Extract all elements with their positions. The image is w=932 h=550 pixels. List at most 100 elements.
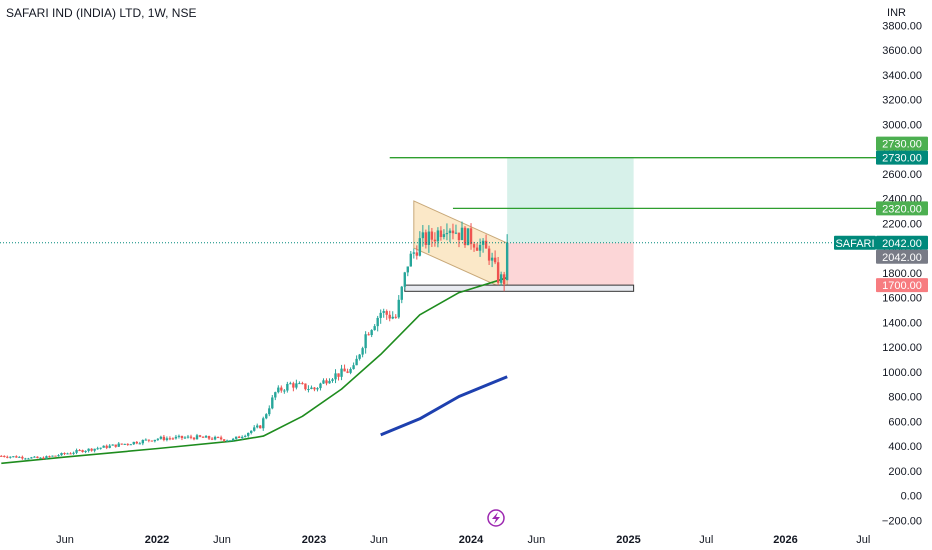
candle [343, 364, 346, 372]
candle-body [421, 232, 425, 239]
candle-body [72, 452, 75, 454]
candle-body [135, 441, 138, 444]
candle-body [240, 436, 244, 438]
candle [304, 383, 307, 391]
last-price-tag-box [876, 235, 928, 250]
candles [0, 221, 509, 460]
candle-body [75, 450, 78, 453]
candle [475, 243, 479, 251]
candle-body [174, 436, 178, 439]
candle-body [120, 443, 123, 445]
candle [57, 454, 60, 457]
candle [54, 455, 57, 457]
candle [388, 310, 391, 322]
y-tick-label: 800.00 [888, 392, 922, 404]
candle-body [319, 383, 322, 389]
candle-body [298, 383, 301, 385]
candle [228, 440, 232, 442]
candle-body [39, 457, 42, 459]
candle-body [403, 272, 406, 287]
candle [123, 443, 126, 445]
y-tick-label: 3000.00 [882, 119, 922, 131]
candle-body [271, 397, 274, 409]
candle-body [0, 455, 3, 457]
candle-body [78, 450, 81, 452]
candle-body [475, 247, 479, 251]
x-tick-label: Jul [699, 534, 713, 546]
candle-body [15, 456, 18, 458]
y-tick-label: 2200.00 [882, 218, 922, 230]
candle-body [222, 439, 226, 441]
candle-body [231, 438, 235, 441]
candle-body [108, 445, 111, 448]
candle [243, 434, 247, 438]
position-zones [507, 157, 634, 286]
candle [117, 442, 120, 448]
candle [295, 379, 298, 390]
candle-body [448, 230, 452, 233]
candle [478, 238, 482, 257]
x-tick-label: Jun [528, 534, 546, 546]
candle [379, 309, 382, 324]
candle [274, 391, 277, 401]
candle-body [328, 380, 331, 384]
candle-body [394, 316, 397, 318]
x-tick-label: 2024 [459, 534, 484, 546]
resistance-tag-box [876, 201, 928, 216]
candle [337, 373, 340, 381]
candle [286, 381, 289, 393]
candle [204, 434, 208, 438]
candle-body [340, 368, 343, 377]
replay-icon[interactable] [487, 509, 505, 527]
candle [93, 448, 96, 453]
candle [135, 440, 138, 445]
candle [186, 434, 190, 439]
candle-body [27, 458, 30, 460]
candle [367, 332, 370, 336]
price-axis: −200.00 0.00 200.00 400.00 600.00 800.00 1000.… [882, 20, 922, 527]
candle [451, 223, 455, 240]
candle-body [304, 383, 307, 390]
candle [397, 295, 400, 319]
candle [210, 437, 214, 441]
candle-body [499, 274, 503, 283]
candle [72, 451, 75, 455]
candle [111, 444, 114, 446]
candle [433, 232, 437, 247]
candle [364, 331, 367, 354]
candle [48, 455, 51, 458]
entry-tag: 2042.00 [876, 249, 928, 264]
candle [253, 425, 256, 432]
stop-zone [507, 242, 634, 286]
candle-body [247, 432, 250, 436]
candle-body [283, 390, 286, 392]
candle-body [325, 380, 328, 384]
candle-body [57, 455, 60, 457]
candle-body [48, 456, 51, 458]
candle-body [225, 440, 229, 442]
candle [156, 438, 160, 441]
candle [213, 435, 217, 441]
candle [96, 446, 99, 450]
candle-body [162, 436, 166, 440]
ma-green-line [1, 276, 508, 465]
candle [256, 423, 259, 429]
candle [60, 452, 63, 456]
candle [81, 449, 84, 453]
candle [165, 436, 169, 442]
candle [147, 439, 151, 443]
candle-body [259, 425, 262, 429]
candle-body [454, 232, 458, 234]
candle-body [102, 445, 105, 448]
candle [141, 439, 145, 446]
candle-body [186, 436, 190, 438]
candle-body [337, 373, 340, 377]
candle [0, 455, 3, 457]
candle-body [460, 227, 464, 241]
candle-body [6, 456, 9, 458]
currency-label[interactable]: INR [887, 7, 906, 19]
candle [9, 456, 12, 459]
candle-body [361, 348, 364, 355]
candle [403, 271, 406, 290]
